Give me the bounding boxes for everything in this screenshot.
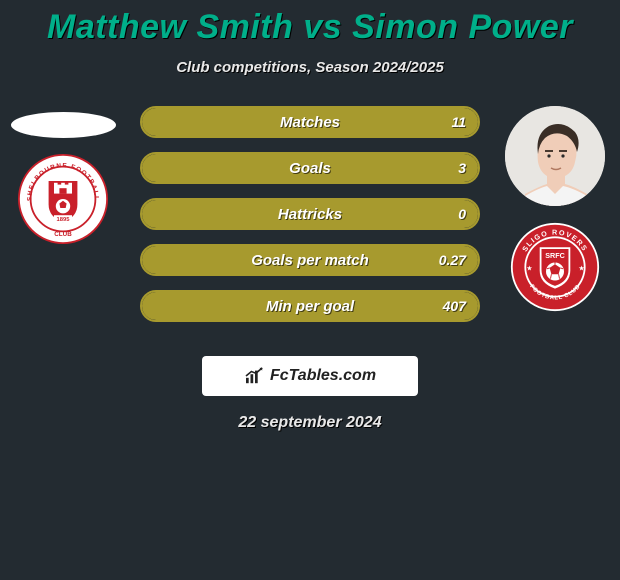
svg-text:SRFC: SRFC [545,251,565,260]
stat-value: 0 [458,206,466,222]
left-player-column: SHELBOURNE FOOTBALL CLUB 1895 [8,106,118,244]
brand-logo: FcTables.com [202,356,418,396]
stat-label: Min per goal [266,298,354,315]
stat-bars: Matches 11 Goals 3 Hattricks 0 Goals per match… [140,106,480,336]
svg-text:CLUB: CLUB [54,231,72,238]
svg-text:★: ★ [526,264,532,273]
right-player-photo [505,106,605,206]
stat-value: 407 [443,298,466,314]
stat-label: Matches [280,114,340,131]
chart-icon [244,367,266,385]
date-text: 22 september 2024 [0,414,620,432]
left-club-crest: SHELBOURNE FOOTBALL CLUB 1895 [18,154,108,244]
stat-value: 11 [451,114,466,130]
stat-value: 0.27 [439,252,466,268]
page-title: Matthew Smith vs Simon Power [0,0,620,47]
stat-row: Min per goal 407 [140,290,480,322]
stat-row: Goals 3 [140,152,480,184]
stat-label: Goals per match [251,252,369,269]
right-player-column: SLIGO ROVERS FOOTBALL CLUB SRFC ★ [500,106,610,312]
comparison-panel: SHELBOURNE FOOTBALL CLUB 1895 [0,106,620,346]
stat-value: 3 [458,160,466,176]
stat-row: Goals per match 0.27 [140,244,480,276]
subtitle: Club competitions, Season 2024/2025 [0,59,620,76]
brand-text: FcTables.com [270,367,376,385]
svg-text:★: ★ [578,264,584,273]
stat-label: Hattricks [278,206,342,223]
stat-row: Matches 11 [140,106,480,138]
stat-row: Hattricks 0 [140,198,480,230]
svg-text:1895: 1895 [56,217,70,223]
right-club-crest: SLIGO ROVERS FOOTBALL CLUB SRFC ★ [510,222,600,312]
left-player-photo [11,112,116,138]
stat-label: Goals [289,160,331,177]
